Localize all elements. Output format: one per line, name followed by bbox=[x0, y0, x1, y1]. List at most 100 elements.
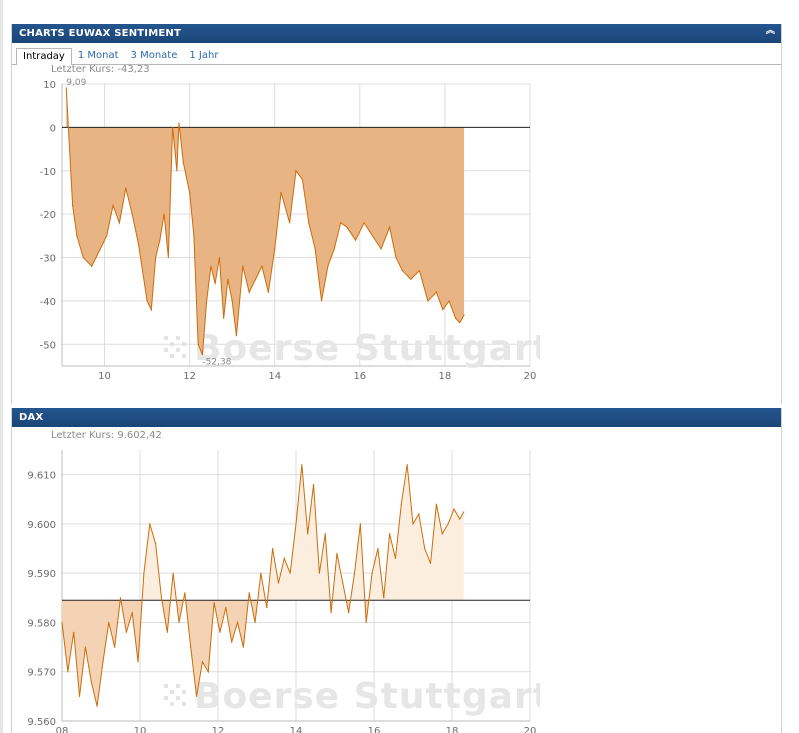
data-point bbox=[137, 243, 140, 246]
data-point bbox=[231, 641, 233, 643]
data-point bbox=[274, 248, 276, 250]
data-point bbox=[333, 248, 335, 250]
data-point bbox=[424, 547, 426, 550]
data-point bbox=[114, 646, 116, 648]
data-point bbox=[389, 533, 391, 535]
data-point bbox=[336, 552, 338, 555]
watermark-logo: Boerse Stuttgart bbox=[164, 676, 540, 717]
y-tick-label: 9.580 bbox=[27, 618, 56, 629]
data-point bbox=[441, 533, 443, 535]
data-point bbox=[195, 695, 198, 697]
data-point bbox=[82, 256, 84, 259]
y-tick-label: 9.600 bbox=[27, 520, 56, 531]
data-point bbox=[454, 317, 457, 319]
data-point bbox=[427, 300, 429, 302]
x-tick-label: 20 bbox=[524, 726, 537, 733]
page-left-border bbox=[0, 0, 3, 733]
data-point bbox=[320, 300, 323, 302]
sentiment-panel-title: CHARTS EUWAX SENTIMENT bbox=[19, 28, 181, 39]
data-point bbox=[295, 170, 297, 172]
data-point bbox=[163, 213, 165, 215]
data-point bbox=[365, 621, 367, 624]
sentiment-area bbox=[66, 87, 465, 355]
tab-intraday[interactable]: Intraday bbox=[16, 48, 72, 65]
watermark-square bbox=[164, 696, 168, 700]
series-line bbox=[61, 464, 465, 707]
min-annotation: -52,38 bbox=[202, 358, 231, 368]
data-point bbox=[146, 300, 148, 302]
tab-3-monate[interactable]: 3 Monate bbox=[130, 50, 178, 61]
x-tick-label: 16 bbox=[353, 371, 366, 382]
data-point bbox=[73, 631, 75, 633]
data-point bbox=[90, 680, 92, 683]
y-tick-label: 0 bbox=[50, 123, 56, 134]
data-point bbox=[178, 122, 180, 124]
dax-area-below bbox=[62, 600, 464, 707]
data-point bbox=[330, 612, 332, 614]
data-point bbox=[442, 309, 444, 311]
data-point bbox=[143, 572, 145, 574]
x-tick-label: 18 bbox=[446, 726, 459, 733]
y-tick-label: -30 bbox=[40, 254, 56, 265]
tab-1-monat[interactable]: 1 Monat bbox=[77, 50, 119, 61]
watermark-square bbox=[170, 354, 174, 358]
data-point bbox=[254, 278, 257, 280]
watermark-square bbox=[182, 690, 186, 694]
data-point bbox=[463, 314, 465, 316]
data-point bbox=[159, 239, 161, 241]
y-tick-label: -40 bbox=[40, 297, 56, 308]
data-point bbox=[61, 621, 63, 624]
x-tick-label: 12 bbox=[183, 371, 196, 382]
data-point bbox=[314, 248, 316, 250]
data-point bbox=[401, 269, 403, 272]
sentiment-chart: Letzter Kurs: -43,23 10 0 -10 -20 -30 -40 -50 1… bbox=[40, 64, 540, 382]
x-tick-label: 12 bbox=[212, 726, 225, 733]
watermark-square bbox=[182, 342, 186, 346]
data-point bbox=[193, 235, 195, 237]
x-tick-label: 14 bbox=[268, 371, 281, 382]
dax-chart: Letzter Kurs: 9.602,42 9.610 9.600 9.590 9.… bbox=[27, 430, 540, 733]
collapse-icon[interactable]: ︽ bbox=[765, 26, 776, 36]
y-tick-label: 9.560 bbox=[27, 717, 56, 728]
data-point bbox=[289, 572, 291, 574]
data-point bbox=[155, 256, 157, 259]
data-point bbox=[260, 572, 262, 574]
data-point bbox=[380, 248, 382, 250]
data-point bbox=[435, 291, 437, 293]
data-point bbox=[377, 547, 379, 550]
x-tick-label: 20 bbox=[524, 371, 537, 382]
series-line bbox=[65, 87, 465, 355]
data-point bbox=[346, 226, 348, 228]
data-point bbox=[447, 523, 449, 525]
data-point bbox=[353, 572, 356, 574]
data-point bbox=[371, 572, 373, 574]
data-point bbox=[327, 265, 329, 267]
data-point bbox=[118, 222, 121, 224]
data-point bbox=[236, 621, 239, 624]
tab-1-jahr[interactable]: 1 Jahr bbox=[189, 50, 219, 61]
data-point bbox=[394, 557, 397, 559]
data-point bbox=[248, 592, 250, 594]
y-tick-label: -50 bbox=[40, 340, 56, 351]
data-point bbox=[125, 187, 127, 189]
watermark-text: Boerse Stuttgart bbox=[194, 328, 540, 369]
data-point bbox=[84, 646, 86, 648]
y-tick-label: 10 bbox=[43, 80, 56, 91]
data-point bbox=[261, 265, 263, 267]
dax-last-price: Letzter Kurs: 9.602,42 bbox=[51, 430, 162, 441]
data-point bbox=[340, 222, 342, 224]
data-point bbox=[172, 126, 174, 128]
data-point bbox=[176, 170, 178, 172]
data-point bbox=[248, 291, 250, 293]
watermark-square bbox=[176, 336, 180, 340]
data-point bbox=[184, 592, 186, 594]
data-point bbox=[172, 572, 174, 574]
data-point bbox=[459, 322, 461, 324]
data-point bbox=[448, 300, 450, 302]
data-point bbox=[76, 235, 78, 237]
data-point bbox=[131, 612, 133, 614]
watermark-square bbox=[176, 684, 180, 688]
data-point bbox=[189, 191, 191, 194]
tabs-divider bbox=[12, 64, 781, 65]
data-point bbox=[91, 265, 93, 267]
